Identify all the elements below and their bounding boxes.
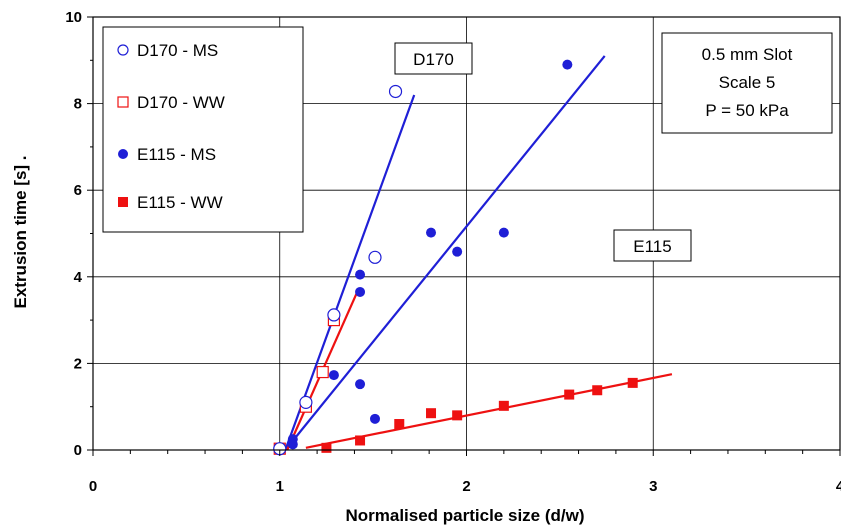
annotation-conditions: 0.5 mm Slot Scale 5 P = 50 kPa <box>661 32 833 134</box>
legend-marker-open-circle <box>117 44 129 56</box>
data-points <box>273 59 638 456</box>
data-point-e115-ww <box>394 419 405 430</box>
y-tick-label: 8 <box>74 96 82 113</box>
data-point-e115-ms <box>328 370 339 381</box>
conditions-line-2: Scale 5 <box>719 73 776 92</box>
tick-labels: 0 2 4 6 8 10 0 1 2 3 4 <box>65 9 841 495</box>
legend: D170 - MS D170 - WW E115 - MS E115 - WW <box>102 26 304 233</box>
data-point-d170-ww <box>316 365 329 379</box>
x-tick-label: 3 <box>649 478 657 495</box>
legend-marker-open-square <box>117 96 129 108</box>
conditions-line-3: P = 50 kPa <box>705 101 789 120</box>
data-point-e115-ms <box>355 269 366 280</box>
x-tick-label: 4 <box>836 478 841 495</box>
data-point-e115-ww <box>592 385 603 396</box>
trend-line <box>284 55 606 451</box>
legend-entry-d170-ms: D170 - MS <box>117 41 218 60</box>
data-point-e115-ms <box>287 439 298 450</box>
data-point-e115-ms <box>562 59 573 70</box>
data-point-e115-ms <box>369 413 380 424</box>
x-tick-label: 0 <box>89 478 97 495</box>
annotation-e115: E115 <box>613 229 692 262</box>
data-point-e115-ww <box>452 410 463 421</box>
x-tick-label: 1 <box>276 478 284 495</box>
y-axis-title: Extrusion time [s] . <box>11 155 30 308</box>
conditions-line-1: 0.5 mm Slot <box>702 45 793 64</box>
y-tick-label: 4 <box>74 269 83 286</box>
trend-line <box>305 373 673 449</box>
annotation-e115-label: E115 <box>633 237 671 256</box>
trend-line <box>284 94 416 451</box>
data-point-e115-ww <box>498 400 509 411</box>
y-tick-label: 6 <box>74 182 82 199</box>
x-tick-label: 2 <box>462 478 470 495</box>
legend-label-e115-ww: E115 - WW <box>137 193 223 212</box>
data-point-e115-ms <box>355 286 366 297</box>
data-point-e115-ww <box>564 389 575 400</box>
y-tick-label: 2 <box>74 355 82 372</box>
legend-marker-filled-square <box>118 197 128 207</box>
legend-label-d170-ms: D170 - MS <box>137 41 218 60</box>
data-point-e115-ms <box>426 227 437 238</box>
data-point-e115-ww <box>627 377 638 388</box>
data-point-e115-ww <box>426 408 437 419</box>
legend-entry-e115-ww: E115 - WW <box>118 193 223 212</box>
legend-entry-e115-ms: E115 - MS <box>118 145 216 164</box>
legend-label-d170-ww: D170 - WW <box>137 93 225 112</box>
data-point-e115-ww <box>321 442 332 453</box>
legend-box <box>102 26 304 233</box>
trend-lines <box>284 55 673 451</box>
y-tick-label: 0 <box>74 442 82 459</box>
data-point-e115-ms <box>355 379 366 390</box>
legend-label-e115-ms: E115 - MS <box>137 145 216 164</box>
y-tick-label: 10 <box>65 9 82 26</box>
data-point-e115-ms <box>452 246 463 257</box>
legend-entry-d170-ww: D170 - WW <box>117 93 225 112</box>
x-axis-title: Normalised particle size (d/w) <box>345 506 584 525</box>
data-point-d170-ms <box>299 395 313 409</box>
axis-ticks <box>87 16 841 456</box>
annotation-d170: D170 <box>394 42 473 75</box>
legend-marker-filled-circle <box>118 149 128 159</box>
data-point-d170-ms <box>327 308 341 322</box>
data-point-d170-ms <box>368 250 382 264</box>
annotation-d170-label: D170 <box>413 50 454 69</box>
data-point-e115-ww <box>355 435 366 446</box>
data-point-e115-ms <box>498 227 509 238</box>
data-point-d170-ms <box>388 84 403 99</box>
